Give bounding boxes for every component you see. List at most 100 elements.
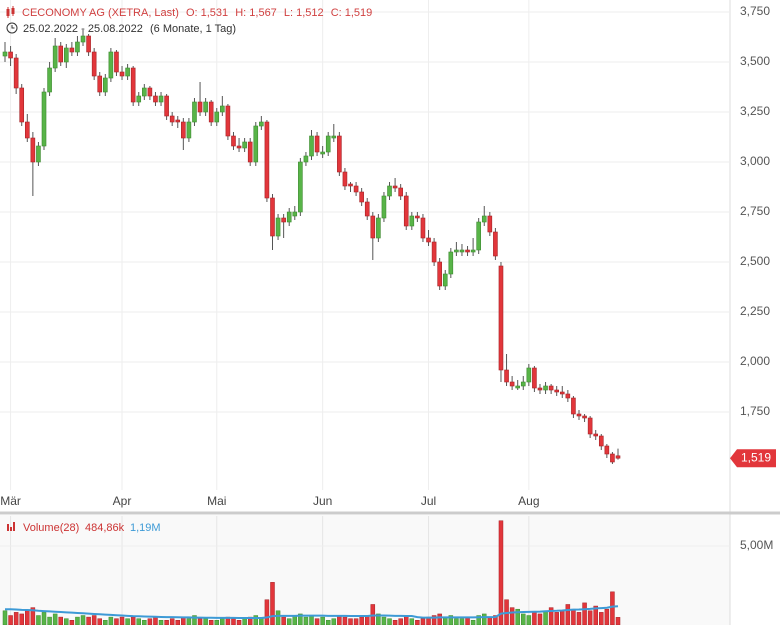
x-tick-label: Jul <box>421 494 436 508</box>
candle-body <box>476 221 481 251</box>
candle-body <box>537 387 543 391</box>
candle-body <box>593 433 599 437</box>
candle-body <box>220 105 225 113</box>
volume-bar <box>142 620 147 625</box>
candle-body <box>481 215 487 223</box>
candle-body <box>359 191 364 203</box>
volume-bar <box>69 620 75 625</box>
candle-body <box>565 393 571 399</box>
candle-body <box>147 87 153 97</box>
volume-bar <box>409 618 415 625</box>
candle-body <box>526 367 532 383</box>
volume-bar <box>91 615 97 625</box>
candle-body <box>253 125 259 163</box>
volume-bar <box>303 616 309 625</box>
candle-body <box>153 95 158 103</box>
volume-bar <box>208 620 214 625</box>
volume-bar <box>214 620 220 625</box>
volume-bar <box>286 618 292 625</box>
candle-body <box>442 273 448 287</box>
volume-bar <box>309 615 314 625</box>
volume-bar <box>482 613 487 625</box>
volume-bar <box>599 612 604 625</box>
candle-body <box>19 87 25 123</box>
candle-body <box>448 251 454 275</box>
volume-bar <box>437 613 442 625</box>
y-tick-label: 2,500 <box>740 254 770 268</box>
volume-bar <box>125 618 130 625</box>
candle-body <box>409 215 415 227</box>
volume-bar <box>415 620 420 625</box>
candle-body <box>532 367 537 389</box>
candle-body <box>554 389 560 393</box>
volume-bar <box>314 618 320 625</box>
volume-bar <box>387 618 392 625</box>
candle-body <box>41 91 47 147</box>
volume-bar <box>19 613 24 625</box>
candle-body <box>309 135 314 157</box>
candle-body <box>270 197 275 237</box>
candle-body <box>158 95 164 103</box>
marks: 1,519 <box>2 30 776 625</box>
volume-bar <box>571 608 576 625</box>
candle-body <box>337 135 342 173</box>
y-tick-label: 3,750 <box>740 4 770 18</box>
volume-bar <box>270 582 275 625</box>
volume-bar <box>36 615 41 625</box>
volume-bar <box>164 620 169 625</box>
volume-bar <box>13 612 19 625</box>
candle-body <box>515 385 520 389</box>
x-tick-label: Aug <box>518 494 539 508</box>
volume-bar <box>130 616 136 625</box>
candle-body <box>325 135 331 153</box>
candle-body <box>571 397 576 415</box>
ohlc-label: C: 1,519 <box>331 7 373 19</box>
volume-bar <box>275 610 281 625</box>
volume-bar <box>521 613 526 625</box>
average-label: 1,19M <box>130 522 161 534</box>
candle-body <box>286 211 292 223</box>
candle-body <box>225 105 231 137</box>
candle-body <box>208 101 214 123</box>
volume-bar <box>47 616 52 625</box>
candle-body <box>275 217 281 237</box>
volume-bar <box>459 618 465 625</box>
candle-body <box>487 215 493 233</box>
volume-bar <box>147 618 153 625</box>
candle-body <box>582 415 587 419</box>
volume-bar <box>75 616 80 625</box>
candle-body <box>86 35 91 53</box>
candle-body <box>498 265 504 371</box>
volume-icon <box>7 522 15 531</box>
volume-bar <box>587 610 593 625</box>
x-tick-label: Apr <box>113 494 132 508</box>
period: (6 Monate, 1 Tag) <box>150 23 236 35</box>
volume-bar <box>537 613 543 625</box>
candle-body <box>214 111 220 123</box>
volume-bar <box>381 616 387 625</box>
candle-body <box>231 135 236 147</box>
volume-bar <box>97 618 102 625</box>
candle-body <box>80 35 86 43</box>
ohlc-label: H: 1,567 <box>235 7 277 19</box>
candle-body <box>164 95 169 117</box>
candle-body <box>493 231 498 257</box>
volume-bar <box>119 616 125 625</box>
candle-body <box>610 453 615 463</box>
candle-body <box>197 101 203 113</box>
volume-bar <box>320 616 325 625</box>
volume-bar <box>103 620 108 625</box>
volume-bar <box>25 610 30 625</box>
volume-bar <box>52 613 58 625</box>
candle-body <box>598 435 604 447</box>
candle-body <box>64 47 69 63</box>
volume-bar <box>203 618 208 625</box>
candle-body <box>192 101 197 123</box>
y-tick-label: 2,750 <box>740 204 770 218</box>
candle-body <box>559 391 565 395</box>
volume-bar <box>242 618 247 625</box>
volume-bar <box>359 616 364 625</box>
candle-body <box>353 185 359 193</box>
candle-body <box>348 183 353 187</box>
